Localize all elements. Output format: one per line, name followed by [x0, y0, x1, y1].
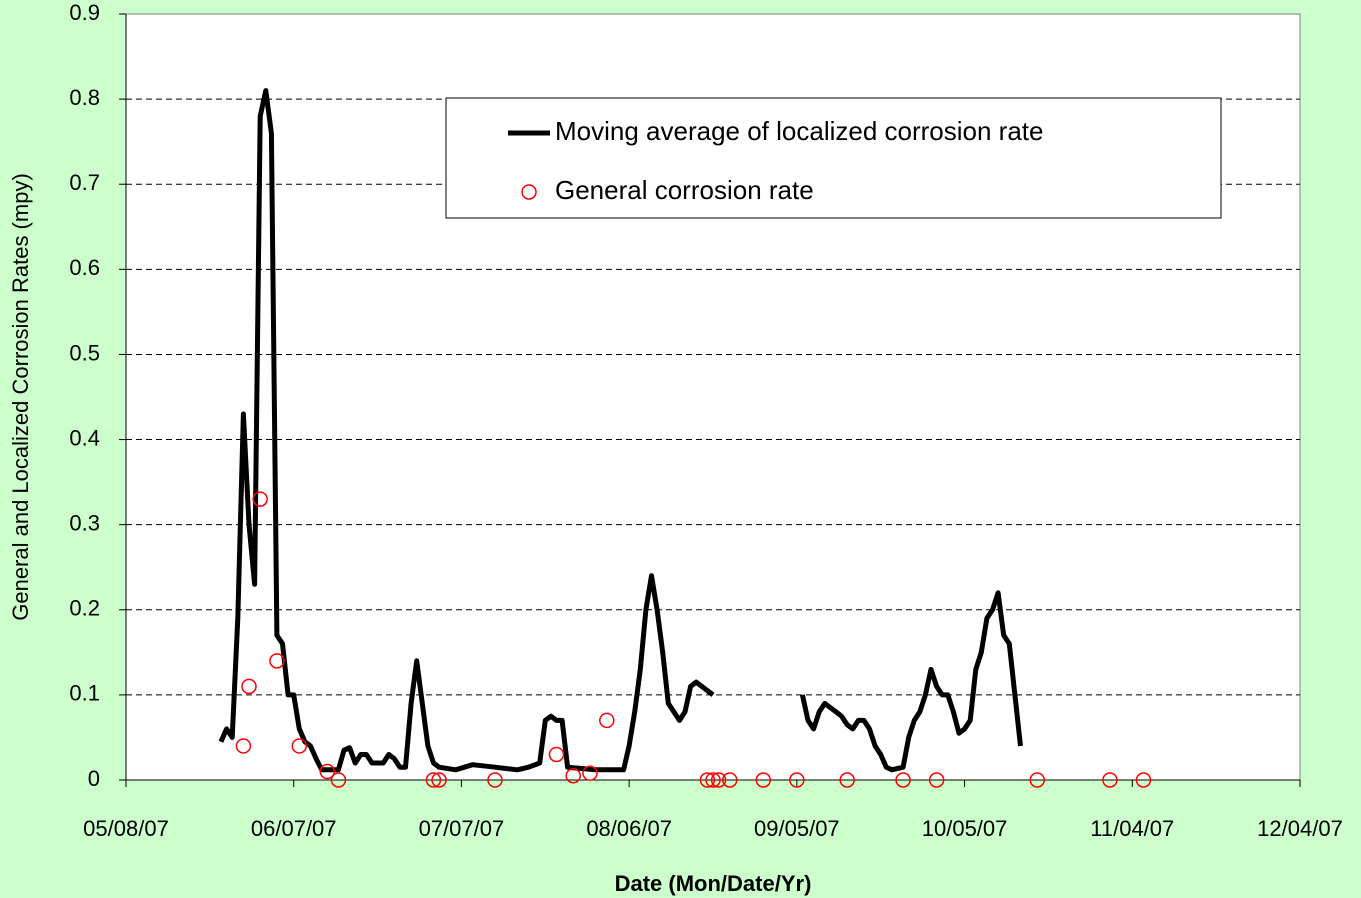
y-axis-title: General and Localized Corrosion Rates (m… — [8, 173, 33, 621]
data-point — [330, 772, 347, 788]
data-point — [431, 772, 447, 788]
data-point — [895, 772, 911, 788]
data-point — [291, 738, 308, 754]
data-point — [928, 772, 945, 788]
data-point — [252, 491, 268, 507]
data-point — [1135, 772, 1152, 788]
y-tick-label: 0.2 — [69, 596, 100, 621]
x-tick-label: 06/07/07 — [251, 816, 337, 841]
data-point — [235, 738, 252, 754]
data-point — [755, 772, 772, 788]
y-tick-label: 0.4 — [69, 425, 100, 450]
data-point — [789, 772, 805, 788]
legend-label: Moving average of localized corrosion ra… — [555, 116, 1043, 146]
data-point — [705, 772, 721, 788]
data-point — [487, 772, 503, 788]
legend-box — [445, 97, 1222, 219]
x-tick-label: 12/04/07 — [1257, 816, 1343, 841]
x-tick-label: 09/05/07 — [754, 816, 840, 841]
data-point — [582, 765, 598, 781]
data-point — [710, 772, 727, 788]
x-tick-label: 11/04/07 — [1090, 816, 1174, 841]
x-tick-label: 10/05/07 — [922, 816, 1008, 841]
y-tick-label: 0.7 — [69, 170, 100, 195]
x-tick-label: 08/06/07 — [586, 816, 672, 841]
y-tick-label: 0.3 — [69, 510, 100, 535]
x-tick-label: 07/07/07 — [419, 816, 505, 841]
data-point — [839, 772, 855, 788]
data-point — [599, 712, 615, 729]
y-tick-label: 0 — [88, 766, 100, 791]
y-tick-label: 0.8 — [69, 85, 100, 110]
data-point — [565, 767, 581, 784]
legend-marker — [521, 184, 537, 200]
y-tick-label: 0.1 — [69, 681, 100, 706]
data-point — [269, 653, 285, 669]
legend-label: General corrosion rate — [555, 175, 814, 205]
data-point — [548, 746, 565, 763]
data-point — [241, 678, 257, 695]
y-tick-label: 0.5 — [69, 340, 100, 365]
data-point — [699, 772, 716, 788]
series-line — [218, 88, 1023, 773]
y-tick-label: 0.6 — [69, 255, 100, 280]
x-axis-title: Date (Mon/Date/Yr) — [615, 871, 812, 896]
data-point — [722, 772, 738, 788]
data-point — [1102, 772, 1118, 788]
data-point — [319, 763, 336, 780]
data-point — [425, 772, 442, 788]
data-point — [1029, 772, 1045, 788]
y-tick-label: 0.9 — [69, 0, 100, 25]
x-tick-label: 05/08/07 — [83, 816, 169, 841]
